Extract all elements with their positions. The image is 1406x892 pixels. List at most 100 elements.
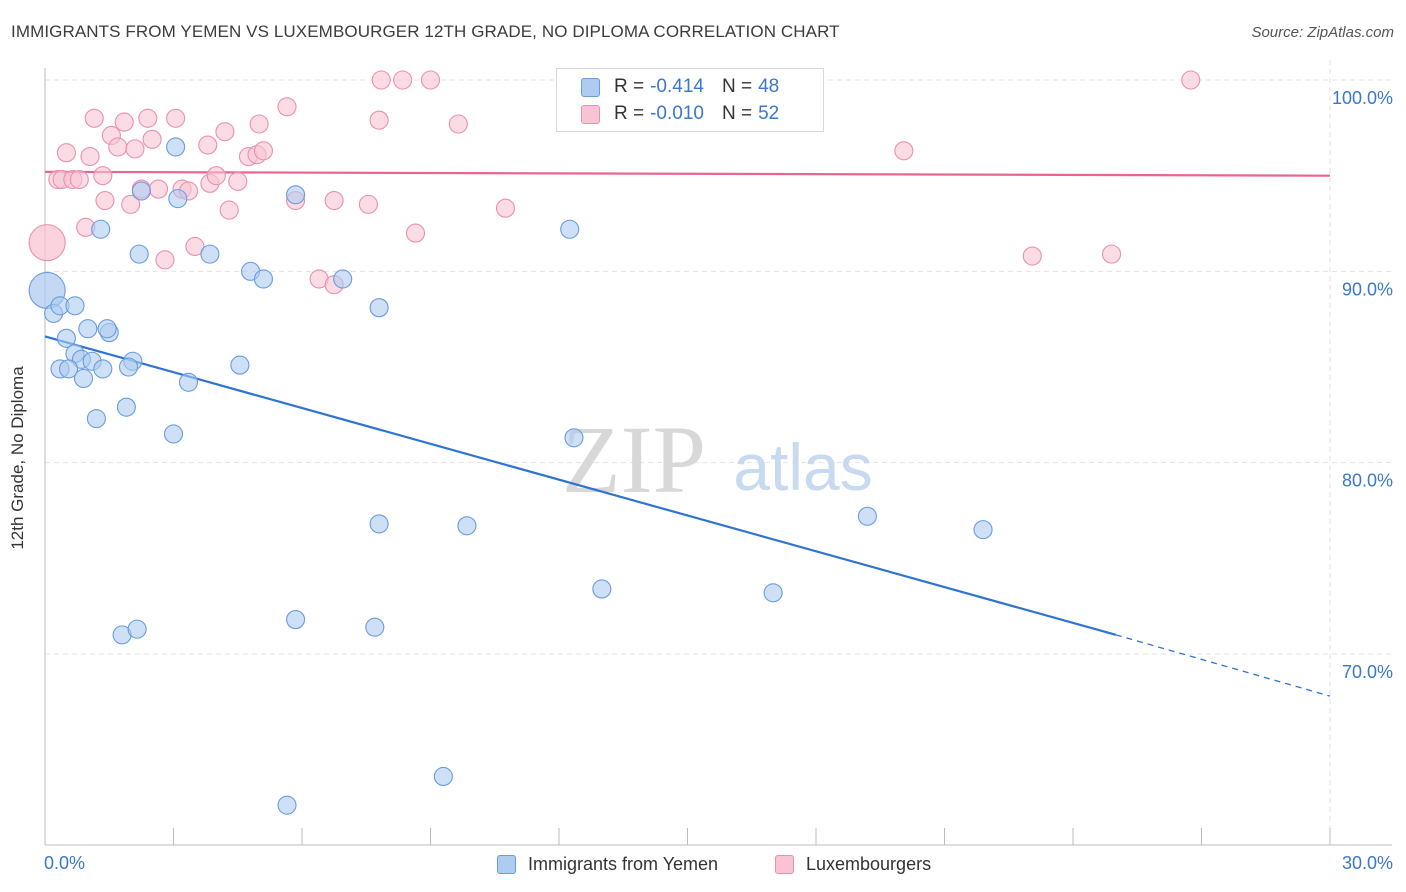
yemen-point — [365, 617, 385, 637]
luxembourger-point — [69, 169, 89, 190]
luxembourger-point — [56, 143, 76, 163]
correlation-legend: R = -0.414 N = 48 R = -0.010 N = 52 — [556, 68, 824, 132]
watermark-atlas: atlas — [733, 430, 872, 504]
luxembourger-point — [277, 97, 297, 117]
yemen-point — [65, 296, 85, 316]
yemen-point — [457, 516, 477, 536]
luxembourger-point — [148, 179, 169, 199]
yemen-point — [592, 579, 612, 599]
yemen-point — [286, 185, 306, 205]
yemen-point — [763, 583, 783, 603]
yemen-point — [277, 795, 297, 815]
bottom-legend-label-yemen: Immigrants from Yemen — [528, 853, 719, 874]
bottom-legend-luxembourgers[interactable]: Luxembourgers — [775, 852, 931, 876]
luxembourger-point — [249, 114, 269, 134]
legend-n-value: 52 — [758, 103, 780, 124]
y-tick-label: 70.0% — [1342, 662, 1393, 682]
legend-n-label: N = — [721, 76, 753, 97]
yemen-point — [286, 610, 306, 630]
yemen-point — [116, 397, 136, 417]
luxembourger-point — [369, 110, 389, 130]
luxembourger-point — [80, 146, 100, 167]
luxembourger-point — [219, 200, 239, 220]
y-tick-label: 100.0% — [1332, 88, 1393, 108]
yemen-point — [560, 219, 580, 239]
yemen-point — [857, 506, 877, 526]
trend-lines — [44, 170, 1331, 697]
luxembourger-point — [125, 139, 145, 159]
luxembourger-point — [1181, 70, 1201, 90]
luxembourger-point — [93, 166, 113, 186]
yemen-point — [163, 424, 184, 444]
yemen-point — [253, 269, 274, 289]
yemen-point — [564, 428, 584, 448]
yemen-point — [129, 244, 149, 264]
luxembourger-point — [121, 194, 141, 214]
legend-r-value: -0.414 — [650, 76, 704, 97]
luxembourger-point — [495, 198, 516, 218]
legend-swatch-luxembourgers — [581, 104, 600, 124]
yemen-point — [78, 319, 98, 339]
axes — [44, 68, 1392, 846]
luxembourger-point — [206, 166, 226, 186]
yemen-point — [230, 355, 250, 375]
yemen-point — [97, 319, 117, 339]
legend-n-label: N = — [721, 103, 753, 124]
yemen-point — [74, 368, 94, 389]
luxembourger-point — [1022, 246, 1042, 266]
y-tick-label: 90.0% — [1342, 279, 1393, 299]
data-points — [28, 70, 1201, 815]
yemen-point — [91, 219, 111, 239]
yemen-point — [178, 372, 199, 392]
yemen-point — [166, 137, 186, 157]
legend-row-yemen: R = -0.414 N = 48 — [581, 75, 779, 99]
bottom-legend-swatch-luxembourgers — [775, 854, 794, 874]
luxembourger-point — [215, 122, 235, 142]
yemen-point — [56, 328, 76, 348]
legend-n-value: 48 — [758, 76, 780, 97]
trend-line-yemen — [44, 335, 1117, 636]
luxembourger-point — [228, 171, 248, 191]
luxembourger-point — [894, 141, 914, 161]
chart-title: IMMIGRANTS FROM YEMEN VS LUXEMBOURGER 12… — [11, 22, 840, 41]
yemen-point — [333, 269, 353, 289]
luxembourger-point — [114, 112, 134, 132]
y-axis-label: 12th Grade, No Diploma — [8, 366, 27, 550]
watermark-zip: ZIP — [562, 406, 706, 513]
luxembourger-point — [142, 129, 162, 149]
luxembourger-point — [358, 194, 378, 214]
bottom-legend-yemen[interactable]: Immigrants from Yemen — [497, 852, 718, 876]
luxembourger-point — [166, 108, 186, 128]
gridlines — [45, 60, 1392, 845]
bottom-legend-label-luxembourgers: Luxembourgers — [806, 853, 932, 874]
bottom-legend-swatch-yemen — [497, 854, 516, 874]
luxembourger-point — [448, 114, 468, 134]
legend-r-label: R = — [614, 76, 645, 97]
luxembourger-point — [420, 70, 441, 90]
x-tick-label: 30.0% — [1342, 853, 1393, 873]
trend-line-luxembourgers — [44, 170, 1331, 177]
yemen-point — [369, 298, 389, 318]
yemen-point — [127, 619, 147, 639]
luxembourger-point — [185, 236, 205, 257]
luxembourger-point — [198, 135, 218, 155]
yemen-point — [93, 359, 113, 379]
legend-r-value: -0.010 — [650, 103, 704, 124]
luxembourger-point — [108, 137, 128, 157]
yemen-point — [168, 189, 188, 209]
luxembourger-point — [324, 190, 344, 211]
y-tick-label: 80.0% — [1342, 471, 1393, 491]
x-tick-label: 0.0% — [44, 853, 85, 873]
luxembourger-point — [371, 70, 391, 90]
luxembourger-point — [1102, 244, 1122, 264]
source-credit: Source: ZipAtlas.com — [1251, 24, 1394, 41]
yemen-point — [86, 409, 106, 429]
tick-labels: 100.0% 90.0% 80.0% 70.0% 0.0% 30.0% — [44, 88, 1393, 873]
luxembourger-point — [405, 223, 426, 243]
luxembourger-point — [28, 224, 66, 262]
luxembourger-point — [253, 141, 274, 161]
yemen-point — [200, 244, 220, 264]
legend-swatch-yemen — [581, 77, 600, 97]
luxembourger-point — [138, 108, 158, 128]
yemen-point — [59, 359, 79, 379]
